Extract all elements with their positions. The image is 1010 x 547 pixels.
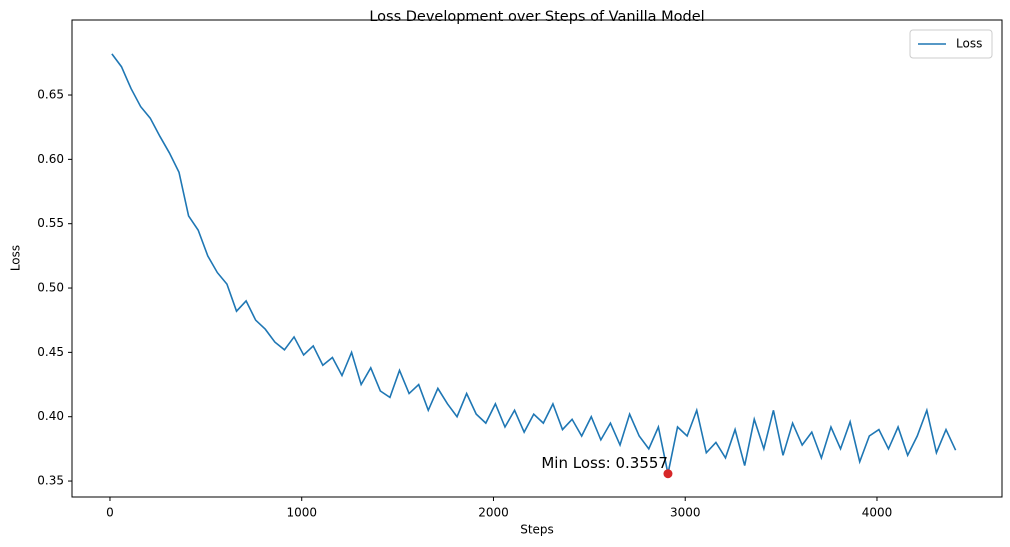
loss-line [111, 53, 957, 474]
y-tick-label: 0.40 [37, 409, 64, 423]
x-tick-label: 4000 [862, 506, 893, 520]
y-axis-label: Loss [9, 245, 23, 271]
y-tick-label: 0.65 [37, 88, 64, 102]
y-tick-label: 0.35 [37, 474, 64, 488]
min-annotation: Min Loss: 0.3557 [541, 454, 668, 472]
x-tick-label: 1000 [286, 506, 317, 520]
x-tick-label: 3000 [670, 506, 701, 520]
y-tick-label: 0.50 [37, 281, 64, 295]
y-tick-label: 0.55 [37, 216, 64, 230]
x-tick-label: 2000 [478, 506, 509, 520]
legend-label: Loss [956, 37, 982, 51]
y-tick-label: 0.60 [37, 152, 64, 166]
x-axis-label: Steps [520, 523, 554, 537]
y-tick-label: 0.45 [37, 345, 64, 359]
min-point [663, 469, 673, 479]
legend-box [909, 29, 993, 59]
chart-title: Loss Development over Steps of Vanilla M… [369, 9, 704, 25]
plot-frame [71, 19, 1003, 498]
x-tick-label: 0 [106, 506, 114, 520]
